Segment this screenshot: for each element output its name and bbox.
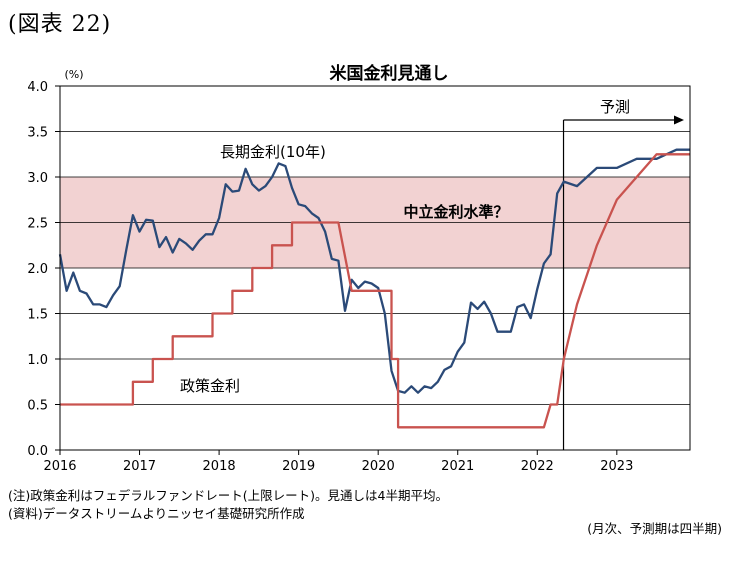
y-tick-label-0: 0.0: [27, 444, 48, 459]
y-tick-label-3: 1.5: [27, 308, 48, 323]
plot-frame: [59, 85, 691, 451]
x-tick-label-5: 2021: [441, 459, 474, 474]
x-tick-label-3: 2019: [282, 459, 315, 474]
y-tick-label-8: 4.0: [27, 80, 48, 95]
x-axis-ticks: 2016 2017 2018 2019 2020 2021 2022 2023: [43, 450, 633, 474]
figure-label: (図表 22): [8, 12, 112, 37]
x-tick-label-2: 2018: [203, 459, 236, 474]
chart-title: 米国金利見通し: [330, 63, 449, 84]
x-tick-label-7: 2023: [600, 459, 633, 474]
long-rate-series-label: 長期金利(10年): [220, 143, 326, 161]
source-note: (資料)データストリームよりニッセイ基礎研究所作成: [8, 506, 305, 521]
policy-rate-series-label: 政策金利: [180, 377, 240, 395]
y-tick-label-5: 2.5: [27, 217, 48, 232]
band-label: 中立金利水準？: [403, 203, 508, 221]
x-tick-label-4: 2020: [362, 459, 395, 474]
policy-rate-line: [60, 153, 690, 429]
x-tick-label-6: 2022: [521, 459, 554, 474]
frequency-note: (月次、予測期は四半期): [587, 521, 722, 536]
long-rate-line: [58, 148, 690, 394]
chart: 米国金利見通し (%) 0.00.51.01.52.02.53.03.54.0 …: [27, 63, 691, 474]
y-tick-label-1: 0.5: [27, 399, 48, 414]
x-tick-label-1: 2017: [123, 459, 156, 474]
y-tick-label-2: 1.0: [27, 353, 48, 368]
y-tick-label-4: 2.0: [27, 262, 48, 277]
y-tick-label-6: 3.0: [27, 171, 48, 186]
gridlines: [60, 131, 690, 405]
y-axis-ticks: 0.0 0.5 1.0 1.5 2.0 2.5 3.0 3.5 4.0: [27, 80, 60, 459]
y-tick-label-7: 3.5: [27, 126, 48, 141]
unit-label: (%): [64, 68, 83, 81]
x-tick-label-0: 2016: [43, 459, 76, 474]
footnote: (注)政策金利はフェデラルファンドレート(上限レート)。見通しは4半期平均。: [8, 488, 448, 503]
forecast-label: 予測: [600, 98, 630, 116]
forecast-arrowhead: [674, 115, 684, 125]
